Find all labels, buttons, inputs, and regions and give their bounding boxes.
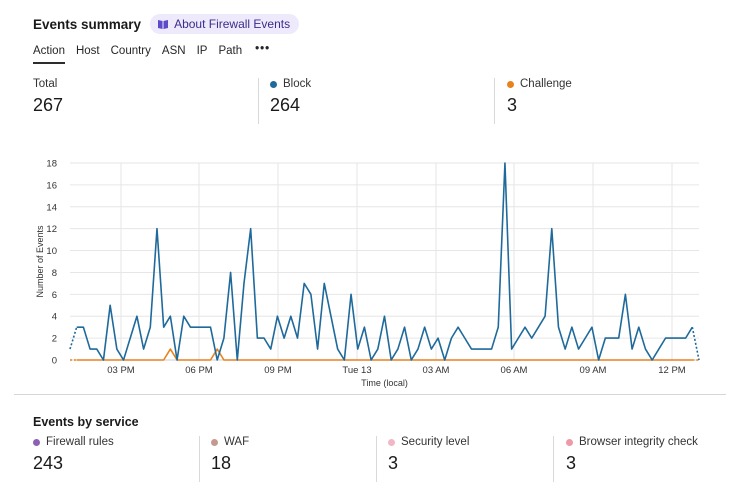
service-security-level-label: Security level <box>401 436 470 448</box>
breakdown-tabs: Action Host Country ASN IP Path ••• <box>33 43 271 64</box>
tab-asn[interactable]: ASN <box>161 45 186 57</box>
service-waf-value: 18 <box>211 453 232 473</box>
x-tick-label: 09 PM <box>264 365 292 376</box>
browser-integrity-check-dot <box>566 438 573 446</box>
firewall-rules-dot <box>33 438 40 446</box>
y-tick-label: 16 <box>46 180 57 191</box>
stat-divider <box>494 78 495 124</box>
stat-block[interactable]: Block 264 <box>270 78 311 124</box>
tab-action[interactable]: Action <box>33 45 65 64</box>
page-title: Events summary <box>33 16 142 32</box>
y-axis-title: Number of Events <box>35 225 45 298</box>
stat-block-value: 264 <box>270 95 301 115</box>
service-waf-label: WAF <box>224 436 250 448</box>
stat-challenge[interactable]: Challenge 3 <box>507 78 572 124</box>
y-tick-label: 18 <box>46 159 57 170</box>
about-firewall-events-link[interactable]: About Firewall Events <box>150 14 300 34</box>
x-tick-label: 06 PM <box>185 365 213 376</box>
y-tick-label: 6 <box>52 290 57 301</box>
challenge-legend-dot <box>507 80 514 88</box>
services-stats: Firewall rules 243 WAF 18 Security level… <box>33 436 733 482</box>
series-line-challenge <box>76 348 693 361</box>
service-waf[interactable]: WAF 18 <box>211 436 249 482</box>
x-tick-label: 03 AM <box>423 365 450 376</box>
tab-path[interactable]: Path <box>218 45 243 57</box>
action-stats: Total 267 Block 264 Challenge 3 <box>33 78 733 124</box>
stat-total: Total 267 <box>33 78 63 124</box>
x-tick-label: 12 PM <box>658 365 686 376</box>
y-tick-label: 14 <box>46 202 57 213</box>
block-legend-dot <box>270 80 277 88</box>
tab-country[interactable]: Country <box>110 45 151 57</box>
x-tick-label: 06 AM <box>501 365 528 376</box>
service-firewall-rules-label: Firewall rules <box>46 436 114 448</box>
y-tick-label: 8 <box>52 268 57 279</box>
y-tick-label: 4 <box>52 312 57 323</box>
service-browser-integrity-check-value: 3 <box>566 453 577 473</box>
x-tick-label: 03 PM <box>107 365 135 376</box>
series-line-block <box>76 162 693 361</box>
stat-challenge-label: Challenge <box>520 78 572 90</box>
waf-dot <box>211 438 218 446</box>
about-firewall-events-label: About Firewall Events <box>174 17 291 31</box>
y-tick-label: 10 <box>46 246 57 257</box>
service-firewall-rules-value: 243 <box>33 453 64 473</box>
y-tick-label: 12 <box>46 224 57 235</box>
tab-ip[interactable]: IP <box>196 45 208 57</box>
service-browser-integrity-check[interactable]: Browser integrity check 3 <box>566 436 698 482</box>
events-by-service-title: Events by service <box>33 415 139 429</box>
stat-total-value: 267 <box>33 95 64 115</box>
service-divider <box>199 436 200 482</box>
stat-divider <box>258 78 259 124</box>
y-tick-label: 0 <box>52 356 57 367</box>
series-edge-block <box>691 327 700 361</box>
section-divider <box>14 394 726 395</box>
service-security-level[interactable]: Security level 3 <box>388 436 469 482</box>
service-firewall-rules[interactable]: Firewall rules 243 <box>33 436 114 482</box>
events-chart[interactable]: 0 2 4 6 8 10 12 14 16 18 03 PM 06 PM 09 PM Tue 13 03 A… <box>0 150 746 394</box>
x-tick-label: Tue 13 <box>342 365 371 376</box>
security-level-dot <box>388 438 395 446</box>
tab-host[interactable]: Host <box>75 45 100 57</box>
service-browser-integrity-check-label: Browser integrity check <box>579 436 698 448</box>
events-summary-header: Events summary About Firewall Events <box>33 14 300 34</box>
stat-block-label: Block <box>283 78 312 90</box>
x-tick-label: 09 AM <box>580 365 607 376</box>
service-divider <box>376 436 377 482</box>
service-security-level-value: 3 <box>388 453 399 473</box>
stat-total-label: Total <box>33 78 58 90</box>
y-tick-label: 2 <box>52 334 57 345</box>
more-tabs-icon[interactable]: ••• <box>255 43 271 55</box>
service-divider <box>553 436 554 482</box>
stat-challenge-value: 3 <box>507 95 518 115</box>
book-icon <box>158 19 169 29</box>
x-axis-title: Time (local) <box>361 378 408 388</box>
